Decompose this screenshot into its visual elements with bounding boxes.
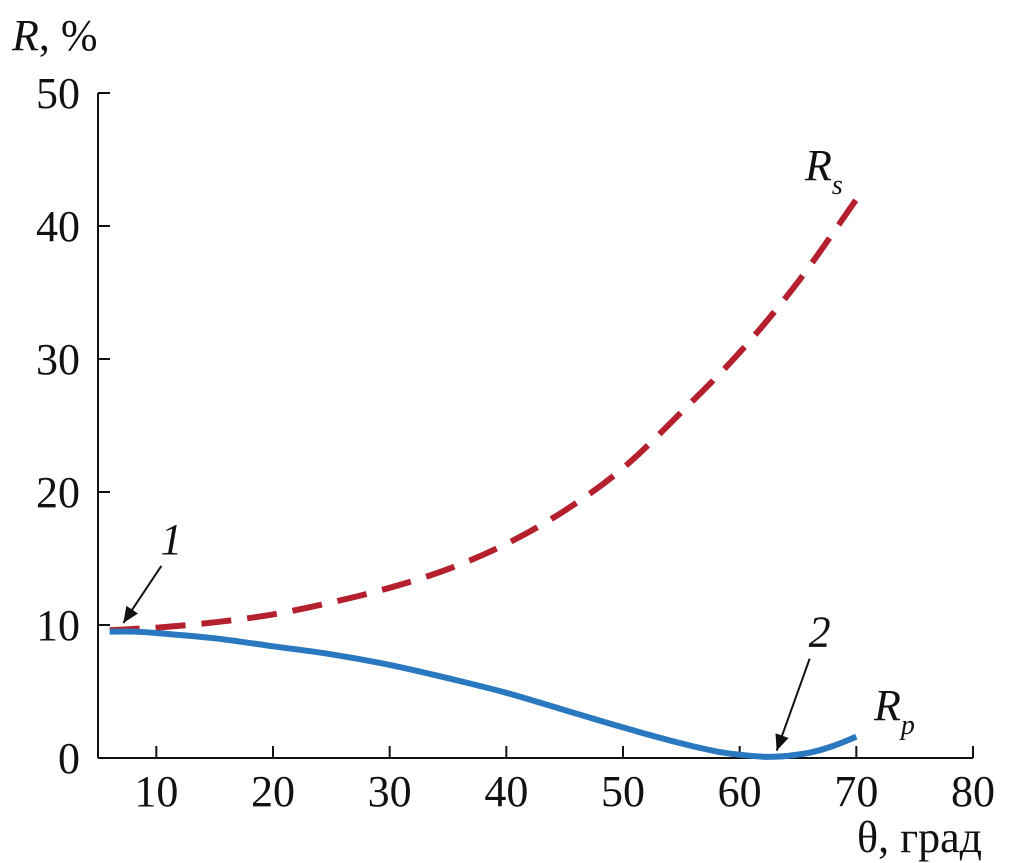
- y-tick-label: 50: [36, 69, 80, 118]
- y-tick-label: 40: [36, 202, 80, 251]
- annotation-arrow: [775, 658, 811, 752]
- x-tick-label: 70: [834, 767, 878, 816]
- x-tick-label: 60: [718, 767, 762, 816]
- y-tick-label: 30: [36, 335, 80, 384]
- annotation-label: 1: [160, 515, 182, 564]
- annotation-layer: 12: [122, 515, 831, 752]
- series-label-rp-main: R: [873, 681, 901, 730]
- x-tick-label: 80: [951, 767, 995, 816]
- x-axis-title: θ, град: [857, 813, 982, 862]
- series-label-rp-sub: p: [899, 710, 915, 741]
- x-tick-label: 50: [601, 767, 645, 816]
- series-line-rp: [109, 628, 858, 760]
- x-tick-label: 10: [134, 767, 178, 816]
- annotation-label: 2: [809, 608, 831, 657]
- series-label-rs: Rs: [804, 141, 843, 201]
- series-label-rp: Rp: [873, 681, 915, 741]
- annotation-arrowhead: [123, 605, 139, 623]
- y-tick-label: 20: [36, 468, 80, 517]
- y-axis-title-unit: , %: [39, 11, 98, 60]
- y-ticks: 0 10 20 30 40 50: [36, 69, 110, 783]
- y-tick-label: 0: [58, 734, 80, 783]
- series-line-rs: [109, 197, 859, 634]
- x-ticks: 10 20 30 40 50 60 70 80: [134, 746, 995, 816]
- x-tick-label: 30: [368, 767, 412, 816]
- y-tick-label: 10: [36, 601, 80, 650]
- series-label-rs-sub: s: [832, 170, 843, 201]
- y-axis-title-symbol: R: [11, 11, 39, 60]
- x-tick-label: 40: [484, 767, 528, 816]
- series-layer: [109, 197, 859, 760]
- series-label-rs-main: R: [804, 141, 832, 190]
- annotation-arrowhead: [775, 733, 789, 751]
- y-axis-title: R, %: [11, 11, 98, 60]
- x-tick-label: 20: [251, 767, 295, 816]
